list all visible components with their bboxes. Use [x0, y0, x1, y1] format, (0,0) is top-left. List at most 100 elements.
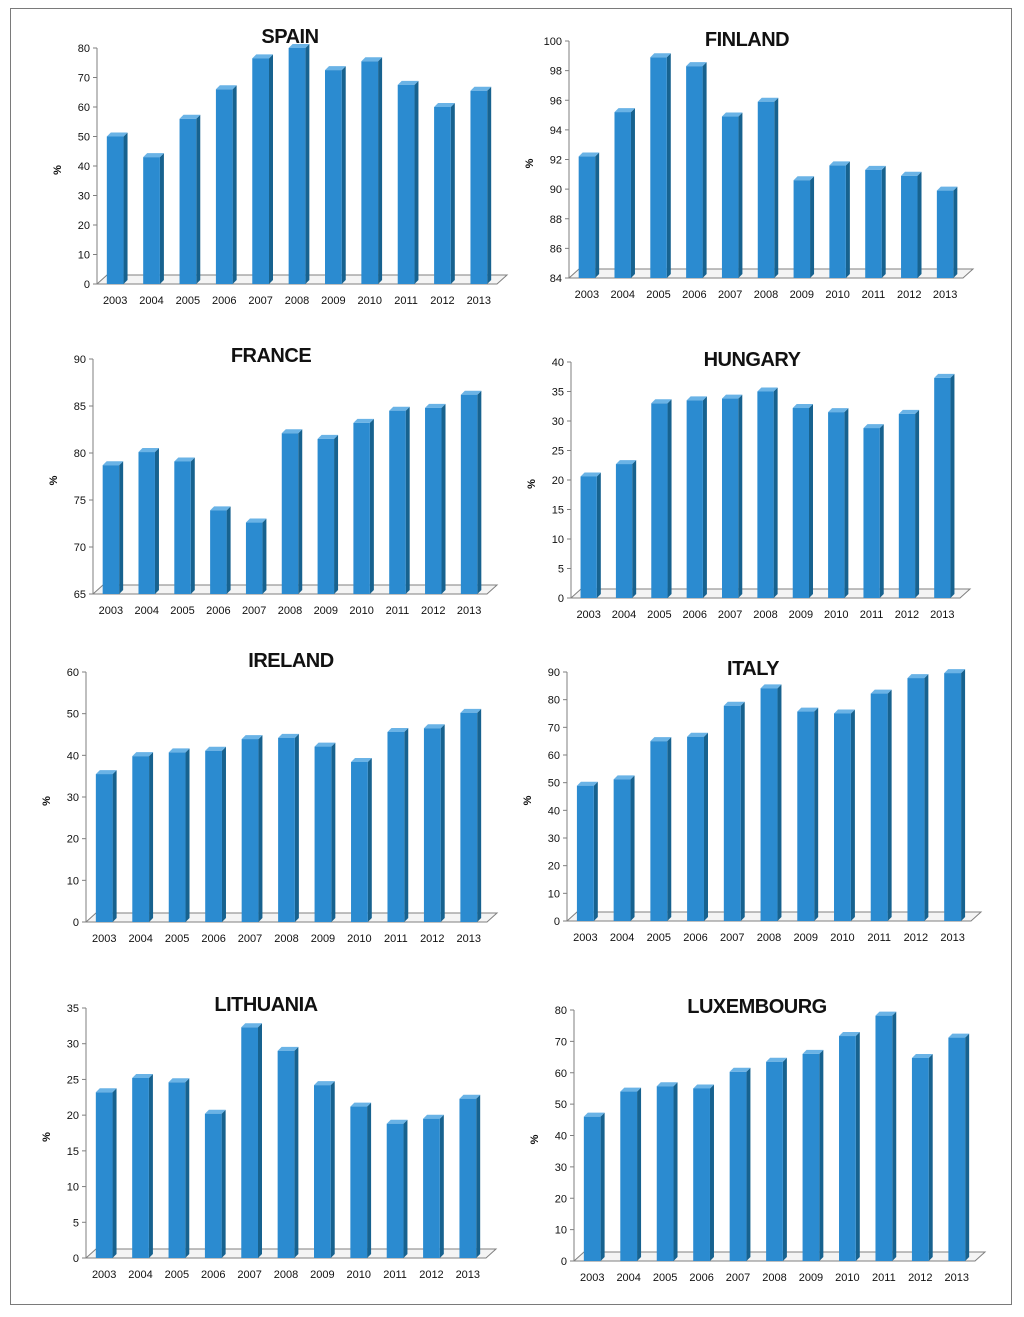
chart-luxembourg: LUXEMBOURG 0 10 20 30 40 50 60 70 80% 2003 2004 2005…	[529, 996, 987, 1284]
bar-2007	[245, 518, 267, 594]
x-tick-label: 2003	[92, 1269, 116, 1281]
bar-front	[386, 1123, 404, 1258]
x-tick-label: 2009	[311, 933, 335, 945]
bar-front	[792, 408, 809, 598]
bar-side	[746, 1067, 751, 1261]
y-tick-label: 60	[548, 750, 560, 762]
bar-front	[656, 1086, 674, 1261]
bar-2003	[583, 1112, 605, 1261]
x-tick-label: 2003	[99, 605, 123, 617]
bar-2012	[434, 103, 455, 284]
bar-side	[961, 669, 966, 921]
bar-front	[389, 410, 406, 594]
bar-top	[132, 1074, 153, 1078]
bar-side	[855, 1032, 860, 1261]
bar-2013	[470, 86, 492, 285]
x-tick-label: 2008	[753, 609, 777, 621]
bar-front	[425, 407, 442, 594]
bar-2006	[686, 396, 707, 598]
bar-top	[470, 86, 492, 91]
bar-top	[460, 390, 482, 395]
x-tick-label: 2013	[945, 1272, 969, 1284]
bar-top	[580, 472, 601, 477]
y-tick-label: 70	[78, 73, 90, 85]
bar-front	[281, 433, 299, 594]
x-tick-label: 2013	[933, 289, 957, 301]
y-tick-label: 100	[544, 36, 562, 48]
x-tick-label: 2013	[457, 933, 481, 945]
bar-top	[793, 176, 815, 181]
bar-side	[232, 85, 237, 284]
x-tick-label: 2007	[248, 295, 272, 307]
bar-side	[667, 737, 672, 921]
bar-2006	[693, 1084, 714, 1261]
x-tick-label: 2012	[421, 605, 445, 617]
y-tick-label: 35	[552, 387, 564, 399]
bar-2004	[132, 1074, 153, 1258]
y-axis-label: %	[522, 795, 534, 805]
bar-2008	[281, 429, 303, 594]
x-tick-label: 2011	[394, 295, 418, 307]
bar-front	[278, 737, 295, 922]
bar-2007	[241, 735, 263, 922]
x-tick-label: 2009	[310, 1269, 334, 1281]
figure-frame	[10, 8, 1012, 1305]
chart-italy: ITALY 0 10 20 30 40 50 60 70 80 90% 2003 2004 2005 200…	[522, 658, 983, 944]
bar-2010	[353, 418, 374, 594]
bar-front	[317, 438, 335, 594]
bar-2012	[901, 171, 922, 278]
chart-lithuania: LITHUANIA 0 5 10 15 20 25 30 35% 2003 2004 2005 2006…	[41, 994, 498, 1281]
bar-top	[245, 518, 267, 523]
x-tick-label: 2004	[128, 1269, 152, 1281]
bar-2011	[875, 1011, 897, 1261]
y-tick-label: 50	[78, 132, 90, 144]
y-tick-label: 0	[84, 279, 90, 291]
x-tick-label: 2010	[346, 1269, 370, 1281]
x-tick-label: 2003	[576, 609, 600, 621]
bar-top	[210, 506, 231, 511]
bar-top	[583, 1112, 605, 1117]
bar-front	[578, 156, 596, 278]
bar-2013	[948, 1033, 970, 1261]
bar-front	[288, 48, 306, 284]
bar-top	[389, 406, 410, 411]
bar-2011	[870, 689, 892, 921]
bar-side	[915, 409, 920, 598]
y-tick-label: 60	[67, 667, 79, 679]
bar-2010	[834, 709, 855, 921]
bar-2005	[656, 1082, 678, 1261]
bar-side	[477, 708, 482, 922]
x-tick-label: 2005	[647, 932, 671, 944]
bar-top	[204, 1109, 226, 1114]
bar-top	[423, 724, 445, 729]
bar-side	[844, 408, 849, 598]
x-tick-label: 2003	[573, 932, 597, 944]
bar-2013	[934, 373, 955, 598]
bar-2013	[460, 390, 482, 594]
bar-side	[414, 80, 419, 284]
bar-2010	[829, 161, 850, 278]
bar-front	[650, 57, 667, 279]
bar-front	[875, 1015, 893, 1261]
bar-side	[709, 1084, 714, 1261]
bar-top	[351, 758, 372, 762]
y-tick-label: 88	[550, 214, 562, 226]
bar-side	[331, 742, 336, 922]
bar-front	[387, 732, 405, 922]
bar-front	[459, 1098, 477, 1258]
bar-side	[595, 152, 600, 278]
bar-2010	[828, 408, 849, 598]
bar-side	[185, 748, 190, 922]
bar-front	[723, 705, 741, 921]
bar-top	[578, 152, 600, 157]
bar-front	[687, 736, 704, 921]
bar-side	[226, 506, 231, 594]
bar-side	[112, 770, 117, 922]
bar-front	[934, 377, 951, 598]
bar-top	[95, 770, 117, 775]
bar-side	[154, 448, 159, 594]
bar-front	[143, 157, 160, 284]
bar-top	[613, 775, 635, 780]
x-tick-label: 2007	[720, 932, 744, 944]
bar-top	[828, 408, 849, 413]
